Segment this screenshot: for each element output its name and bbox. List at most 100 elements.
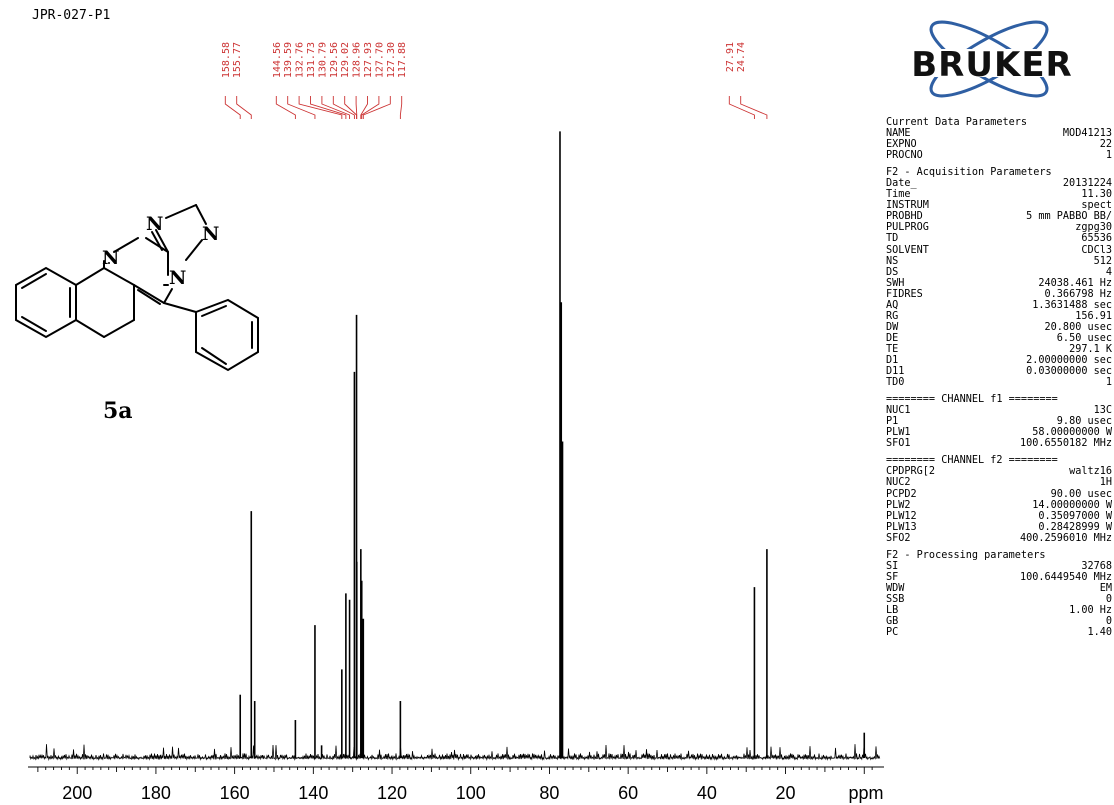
param-key: Date_	[886, 178, 917, 190]
chemical-structure: N N N N	[15, 204, 259, 372]
peak-label: 129.56	[329, 42, 340, 78]
peak-label: 155.77	[232, 42, 243, 78]
param-section-heading: ======== CHANNEL f2 ========	[886, 455, 1058, 467]
param-value: 24038.461 Hz	[1038, 277, 1112, 289]
param-value: 32768	[1081, 560, 1112, 572]
param-key: DS	[886, 266, 899, 278]
param-value: 90.00 usec	[1050, 488, 1112, 500]
param-key: RG	[886, 310, 899, 322]
param-value: 0.35097000 W	[1038, 510, 1112, 522]
param-key: EXPNO	[886, 139, 917, 151]
peak-label-connector	[275, 96, 296, 119]
param-value: 22	[1099, 139, 1112, 151]
param-value: 400.2596010 MHz	[1019, 532, 1112, 544]
param-value: 0.28428999 W	[1038, 521, 1112, 533]
peak-label-connector	[362, 96, 391, 119]
param-value: 20131224	[1062, 178, 1112, 190]
peak-label: 27.91	[725, 42, 736, 72]
peak-label-connector	[728, 96, 755, 119]
param-row: SFO2 400.2596010 MHz	[886, 533, 1112, 544]
param-value: 1.3631488 sec	[1032, 299, 1112, 311]
peak-label-connector	[361, 96, 380, 119]
param-key: PLW12	[886, 510, 917, 522]
param-row: SF 100.6449540 MHz	[886, 572, 1112, 583]
peak-label: 127.70	[374, 42, 385, 78]
param-value: 5 mm PABBO BB/	[1026, 211, 1112, 223]
param-key: D1	[886, 354, 899, 366]
param-value: 58.00000000 W	[1032, 427, 1112, 439]
param-value: zgpg30	[1075, 222, 1112, 234]
structure-atom-n1: N	[102, 247, 119, 269]
param-value: 1	[1105, 150, 1112, 162]
peak-label: 131.73	[306, 42, 317, 78]
param-key: PC	[886, 627, 899, 639]
param-key: DE	[886, 332, 899, 344]
param-value: 11.30	[1081, 189, 1112, 201]
param-row: NAME MOD41213	[886, 128, 1112, 139]
param-value: 0	[1105, 616, 1112, 628]
param-row: FIDRES 0.366798 Hz	[886, 289, 1112, 300]
param-key: SFO2	[886, 532, 911, 544]
param-value: 100.6449540 MHz	[1019, 571, 1112, 583]
peak-label: 24.74	[736, 42, 747, 72]
param-key: NUC2	[886, 477, 911, 489]
param-key: SOLVENT	[886, 244, 929, 256]
param-key: AQ	[886, 299, 899, 311]
peak-label-connector	[236, 96, 252, 119]
param-row: PROBHD 5 mm PABBO BB/	[886, 211, 1112, 222]
peak-label-connector	[740, 96, 768, 119]
param-row: DS 4	[886, 267, 1112, 278]
param-row: GB 0	[886, 616, 1112, 627]
param-row: D1 2.00000000 sec	[886, 355, 1112, 366]
param-row: TD 65536	[886, 233, 1112, 244]
param-value: 297.1 K	[1069, 343, 1112, 355]
param-value: 2.00000000 sec	[1026, 354, 1112, 366]
peak-label: 158.58	[221, 42, 232, 78]
param-row: EXPNO 22	[886, 139, 1112, 150]
param-row: WDW EM	[886, 583, 1112, 594]
param-row: PLW13 0.28428999 W	[886, 522, 1112, 533]
param-row: PULPROG zgpg30	[886, 222, 1112, 233]
param-row: PCPD2 90.00 usec	[886, 489, 1112, 500]
param-row: SSB 0	[886, 594, 1112, 605]
compound-label: 5a	[103, 398, 133, 424]
param-key: SSB	[886, 593, 905, 605]
param-section-heading: F2 - Processing parameters	[886, 549, 1046, 561]
x-tick-label: 80	[539, 783, 559, 803]
param-key: NS	[886, 255, 899, 267]
param-value: 0.03000000 sec	[1026, 366, 1112, 378]
param-value: 9.80 usec	[1056, 416, 1112, 428]
param-value: 1.40	[1087, 627, 1112, 639]
param-row: SOLVENT CDCl3	[886, 245, 1112, 256]
param-value: 1H	[1099, 477, 1112, 489]
param-key: FIDRES	[886, 288, 923, 300]
param-value: 512	[1093, 255, 1112, 267]
param-value: 6.50 usec	[1056, 332, 1112, 344]
param-key: CPDPRG[2	[886, 466, 936, 478]
peak-label: 128.96	[352, 42, 363, 78]
param-key: PLW2	[886, 499, 911, 511]
param-key: PCPD2	[886, 488, 917, 500]
param-value: 1.00 Hz	[1069, 604, 1112, 616]
param-value: 65536	[1081, 233, 1112, 245]
parameters-panel: Current Data Parameters NAME MOD41213 EXPNO…	[886, 117, 1112, 638]
param-value: CDCl3	[1081, 244, 1112, 256]
param-row: CPDPRG[2 waltz16	[886, 466, 1112, 477]
param-key: PULPROG	[886, 222, 929, 234]
param-key: PROCNO	[886, 150, 923, 162]
param-section-heading: ======== CHANNEL f1 ========	[886, 394, 1058, 406]
peak-label-connector	[332, 96, 355, 119]
param-key: SWH	[886, 277, 905, 289]
param-row: SFO1 100.6550182 MHz	[886, 438, 1112, 449]
x-tick-label: 200	[62, 783, 92, 803]
peak-label-connector	[298, 96, 343, 119]
param-value: 20.800 usec	[1044, 321, 1112, 333]
peak-label-connector	[224, 96, 241, 119]
param-key: SF	[886, 571, 899, 583]
param-row: PLW2 14.00000000 W	[886, 500, 1112, 511]
peak-label-connector	[360, 96, 368, 119]
param-row: P1 9.80 usec	[886, 416, 1112, 427]
param-value: 4	[1105, 266, 1112, 278]
param-row: SWH 24038.461 Hz	[886, 278, 1112, 289]
